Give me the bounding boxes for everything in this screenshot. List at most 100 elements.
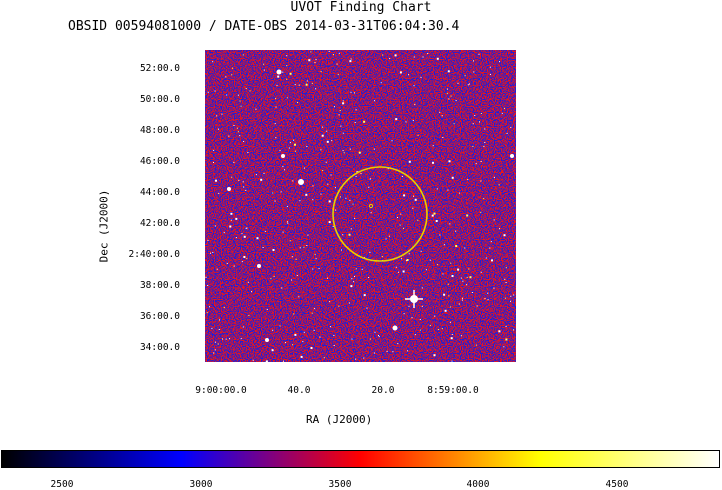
star-point (458, 83, 459, 84)
star-point (457, 269, 459, 271)
star-point (418, 135, 419, 136)
star-point (285, 342, 286, 343)
star-point (303, 247, 304, 248)
star-point (305, 194, 307, 196)
star-point (306, 245, 307, 246)
star-point (340, 126, 341, 127)
star-point (451, 337, 453, 339)
star-point (479, 54, 480, 55)
star-point (295, 151, 296, 152)
star-point (452, 334, 453, 335)
star-point (255, 109, 256, 110)
star-point (456, 100, 457, 101)
star-point (490, 67, 491, 68)
star-point (349, 303, 350, 304)
star-point (403, 271, 405, 273)
star-point (263, 64, 264, 65)
star-point (304, 332, 305, 333)
star-point (339, 114, 340, 115)
star-point (434, 354, 436, 356)
star-point (448, 295, 449, 296)
star-point (363, 121, 365, 123)
star-point (334, 345, 335, 346)
star-point (277, 70, 282, 75)
y-tick-label: 50:00.0 (0, 94, 180, 105)
star-point (351, 278, 352, 279)
star-point (378, 335, 379, 336)
star-point (231, 177, 232, 178)
star-point (349, 60, 351, 62)
star-point (462, 281, 463, 282)
star-point (366, 308, 367, 309)
star-point (219, 329, 220, 330)
colorbar-tick-label: 4500 (606, 479, 629, 490)
star-point (224, 232, 225, 233)
star-point (316, 258, 317, 259)
star-point (342, 234, 343, 235)
star-point (389, 236, 390, 237)
star-point (488, 299, 489, 300)
star-point (209, 306, 210, 307)
star-point (363, 358, 364, 359)
star-point (243, 187, 244, 188)
star-point (280, 325, 281, 326)
star-point (467, 179, 468, 180)
star-point (473, 72, 474, 73)
star-point (491, 241, 492, 242)
star-point (438, 329, 439, 330)
star-point (236, 237, 237, 238)
star-point (432, 162, 434, 164)
star-point (277, 76, 279, 78)
star-point (420, 319, 421, 320)
star-point (339, 53, 340, 54)
x-tick-label: 40.0 (288, 385, 311, 396)
star-point (449, 160, 451, 162)
star-point (396, 267, 397, 268)
star-point (442, 137, 443, 138)
star-point (312, 269, 313, 270)
star-point (351, 92, 352, 93)
star-point (356, 268, 357, 269)
star-point (351, 59, 352, 60)
star-point (473, 123, 474, 124)
star-point (432, 215, 434, 217)
star-point (234, 125, 235, 126)
star-point (513, 329, 514, 330)
star-point (274, 276, 275, 277)
star-point (295, 84, 296, 85)
star-point (245, 190, 246, 191)
star-point (481, 161, 482, 162)
star-point (510, 127, 511, 128)
star-point (505, 298, 506, 299)
star-point (455, 245, 457, 247)
star-point (510, 301, 511, 302)
star-point (256, 174, 257, 175)
chart-subtitle: OBSID 00594081000 / DATE-OBS 2014-03-31T… (68, 19, 459, 34)
star-point (351, 228, 352, 229)
star-point (483, 146, 484, 147)
star-point (504, 279, 505, 280)
star-point (333, 335, 334, 336)
star-point (239, 135, 240, 136)
star-point (430, 260, 431, 261)
star-point (343, 150, 344, 151)
star-point (506, 326, 507, 327)
star-point (229, 338, 230, 339)
star-point (243, 181, 244, 182)
star-point (504, 108, 505, 109)
star-point (430, 325, 431, 326)
star-point (454, 123, 455, 124)
star-point (344, 152, 345, 153)
star-point (265, 338, 269, 342)
star-point (241, 338, 242, 339)
star-point (505, 339, 507, 341)
star-point (264, 173, 265, 174)
star-point (248, 315, 249, 316)
star-point (263, 247, 264, 248)
star-point (369, 252, 370, 253)
image-plot-area (205, 50, 516, 362)
star-point (243, 256, 245, 258)
star-point (437, 58, 439, 60)
star-point (503, 346, 504, 347)
star-point (510, 154, 514, 158)
